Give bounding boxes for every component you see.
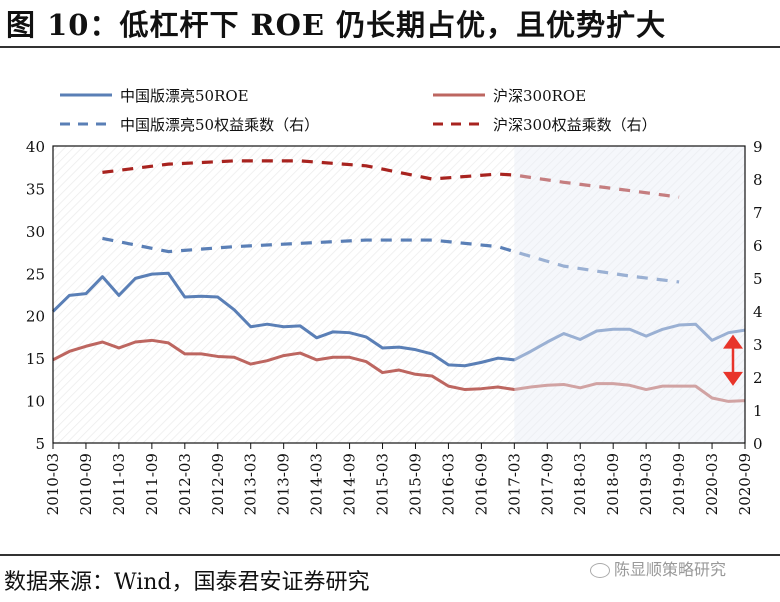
x-tick-label: 2015-03 (374, 453, 392, 515)
y-left-tick-label: 20 (26, 308, 45, 326)
gap-arrow-head-down (723, 371, 743, 386)
x-tick-label: 2020-03 (703, 453, 721, 515)
y-left-tick-label: 10 (26, 393, 45, 411)
wechat-icon (590, 563, 610, 578)
y-left-tick-label: 15 (26, 350, 45, 368)
y-right-tick-label: 2 (753, 369, 763, 387)
y-right-tick-label: 9 (753, 138, 763, 156)
x-tick-label: 2020-09 (736, 453, 754, 515)
roe-red-line (52, 338, 746, 403)
legend-label: 沪深300ROE (493, 87, 586, 105)
y-left-tick-label: 35 (26, 180, 45, 198)
x-tick-label: 2019-03 (637, 453, 655, 515)
x-tick-label: 2019-09 (670, 453, 688, 515)
x-tick-label: 2011-03 (110, 453, 128, 515)
y-right-tick-label: 1 (753, 402, 763, 420)
x-tick-label: 2017-03 (505, 453, 523, 515)
plot-frame (52, 145, 746, 444)
x-tick-label: 2014-09 (341, 453, 359, 515)
x-tick-label: 2013-09 (275, 453, 293, 515)
x-tick-label: 2018-09 (604, 453, 622, 515)
y-right-tick-label: 7 (753, 204, 763, 222)
forecast-shaded-region (514, 146, 745, 443)
legend-label: 沪深300权益乘数（右） (493, 116, 657, 134)
x-tick-label: 2016-09 (472, 453, 490, 515)
y-right-tick-label: 6 (753, 237, 763, 255)
roe-blue-line (51, 271, 746, 368)
watermark: 陈显顺策略研究 (590, 556, 726, 580)
y-right-tick-label: 0 (753, 435, 763, 453)
plot-background (53, 146, 745, 443)
y-right-tick-label: 3 (753, 336, 763, 354)
gap-arrow-head-up (723, 334, 743, 349)
legend-label: 中国版漂亮50权益乘数（右） (120, 116, 319, 134)
x-tick-label: 2012-03 (176, 453, 194, 515)
y-left-tick-label: 25 (26, 265, 45, 283)
y-right-tick-label: 4 (753, 303, 763, 321)
watermark-text: 陈显顺策略研究 (614, 560, 727, 579)
multiplier-blue-line (102, 236, 680, 284)
x-tick-label: 2012-09 (209, 453, 227, 515)
legend-label: 中国版漂亮50ROE (120, 87, 249, 105)
x-tick-label: 2010-09 (77, 453, 95, 515)
x-tick-label: 2013-03 (242, 453, 260, 515)
source-note: 数据来源：Wind，国泰君安证券研究 (4, 570, 370, 595)
y-left-tick-label: 30 (26, 223, 45, 241)
x-tick-label: 2010-03 (44, 453, 62, 515)
x-tick-label: 2015-09 (406, 453, 424, 515)
x-tick-label: 2011-09 (143, 453, 161, 515)
title-divider (0, 46, 780, 48)
x-tick-label: 2018-03 (571, 453, 589, 515)
x-tick-label: 2016-03 (439, 453, 457, 515)
figure-title: 图 10：低杠杆下 ROE 仍长期占优，且优势扩大 (6, 8, 667, 42)
x-tick-label: 2014-03 (308, 453, 326, 515)
multiplier-red-line (102, 159, 680, 199)
y-left-tick-label: 40 (26, 138, 45, 156)
y-right-tick-label: 5 (753, 270, 763, 288)
footer-divider (0, 554, 780, 556)
x-tick-label: 2017-09 (538, 453, 556, 515)
y-right-tick-label: 8 (753, 171, 763, 189)
y-left-tick-label: 5 (35, 435, 45, 453)
